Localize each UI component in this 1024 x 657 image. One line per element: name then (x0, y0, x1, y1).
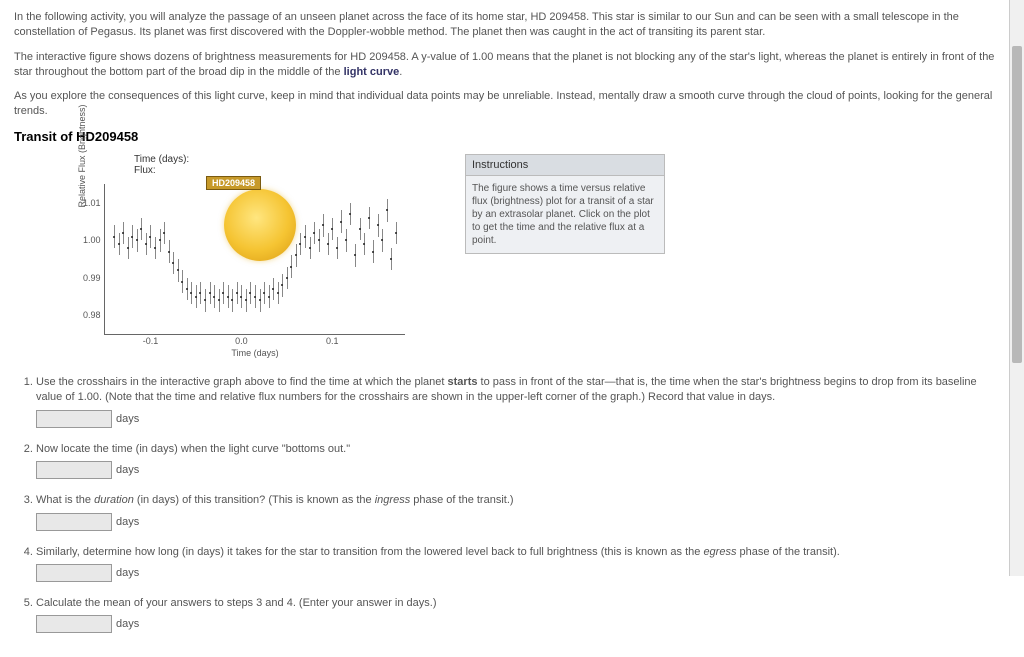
section-title: Transit of HD209458 (14, 129, 1006, 144)
answer-input-1[interactable] (36, 410, 112, 428)
vertical-scrollbar[interactable] (1009, 0, 1024, 576)
unit-label: days (116, 618, 139, 630)
x-axis-label: Time (days) (231, 348, 278, 358)
question-5: Calculate the mean of your answers to st… (36, 596, 1006, 633)
x-tick: 0.1 (326, 336, 339, 346)
y-tick: 1.01 (83, 198, 101, 208)
question-2: Now locate the time (in days) when the l… (36, 442, 1006, 479)
light-curve-link[interactable]: light curve (344, 66, 400, 78)
answer-input-2[interactable] (36, 461, 112, 479)
y-tick: 1.00 (83, 235, 101, 245)
question-3: What is the duration (in days) of this t… (36, 493, 1006, 530)
instructions-body: The figure shows a time versus relative … (465, 176, 665, 254)
answer-input-4[interactable] (36, 564, 112, 582)
answer-input-3[interactable] (36, 513, 112, 531)
intro-p2: The interactive figure shows dozens of b… (14, 50, 1006, 80)
instructions-panel: Instructions The figure shows a time ver… (465, 154, 665, 335)
star-disc (224, 189, 296, 261)
y-axis-label: Relative Flux (Brightness) (77, 104, 87, 207)
intro-p3: As you explore the consequences of this … (14, 89, 1006, 119)
unit-label: days (116, 567, 139, 579)
unit-label: days (116, 464, 139, 476)
intro-text: In the following activity, you will anal… (14, 10, 1006, 119)
unit-label: days (116, 413, 139, 425)
y-tick: 0.99 (83, 273, 101, 283)
unit-label: days (116, 516, 139, 528)
star-badge: HD209458 (206, 176, 261, 190)
x-tick: 0.0 (235, 336, 248, 346)
question-4: Similarly, determine how long (in days) … (36, 545, 1006, 582)
question-1: Use the crosshairs in the interactive gr… (36, 375, 1006, 428)
time-readout-label: Time (days): (134, 154, 189, 165)
intro-p1: In the following activity, you will anal… (14, 10, 1006, 40)
flux-readout-label: Flux: (134, 165, 189, 176)
answer-input-5[interactable] (36, 615, 112, 633)
instructions-title: Instructions (465, 154, 665, 176)
questions-list: Use the crosshairs in the interactive gr… (14, 375, 1006, 633)
scroll-thumb[interactable] (1012, 46, 1022, 363)
transit-chart[interactable]: Time (days): Flux: HD209458 Relative Flu… (74, 154, 405, 335)
y-tick: 0.98 (83, 310, 101, 320)
x-tick: -0.1 (143, 336, 159, 346)
